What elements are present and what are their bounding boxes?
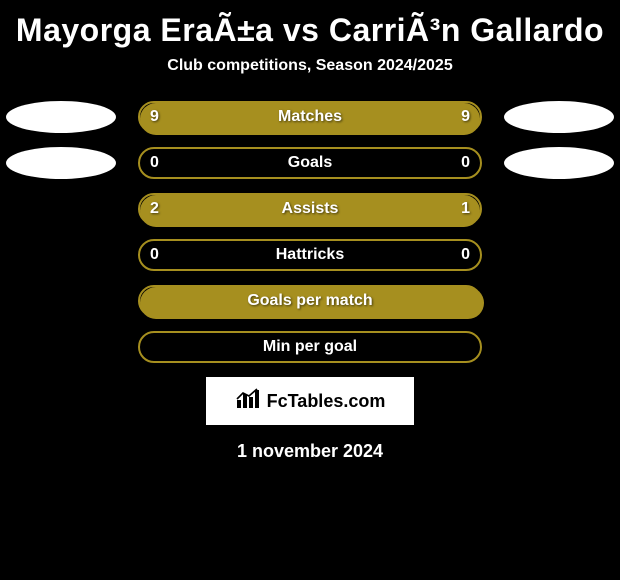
- subtitle: Club competitions, Season 2024/2025: [0, 57, 620, 75]
- stat-bar-right-fill: [363, 195, 480, 227]
- stat-row: Goals per match: [0, 285, 620, 317]
- stat-row: Goals00: [0, 147, 620, 179]
- stat-bar-left-fill: [140, 195, 367, 227]
- stat-bar-track: [138, 193, 482, 225]
- player-marker-right: [504, 147, 614, 179]
- player-marker-left: [6, 101, 116, 133]
- comparison-card: Mayorga EraÃ±a vs CarriÃ³n Gallardo Club…: [0, 12, 620, 462]
- stat-bar-track: [138, 239, 482, 271]
- stat-bar-track: [138, 331, 482, 363]
- page-title: Mayorga EraÃ±a vs CarriÃ³n Gallardo: [0, 12, 620, 49]
- stat-bar-track: [138, 147, 482, 179]
- stats-rows: Matches99 Goals00 Assists21 Hattricks00 Goal…: [0, 101, 620, 363]
- date: 1 november 2024: [0, 441, 620, 462]
- player-marker-right: [504, 101, 614, 133]
- logo-text: FcTables.com: [267, 391, 386, 412]
- bar-chart-icon: [235, 388, 261, 415]
- stat-row: Hattricks00: [0, 239, 620, 271]
- stat-row: Assists21: [0, 193, 620, 225]
- logo: FcTables.com: [206, 377, 414, 425]
- stat-bar-track: [138, 101, 482, 133]
- stat-row: Min per goal: [0, 331, 620, 363]
- stat-row: Matches99: [0, 101, 620, 133]
- stat-bar-left-fill: [140, 103, 312, 135]
- player-marker-left: [6, 147, 116, 179]
- stat-bar-left-fill: [140, 287, 484, 319]
- stat-bar-right-fill: [308, 103, 480, 135]
- stat-bar-track: [138, 285, 482, 317]
